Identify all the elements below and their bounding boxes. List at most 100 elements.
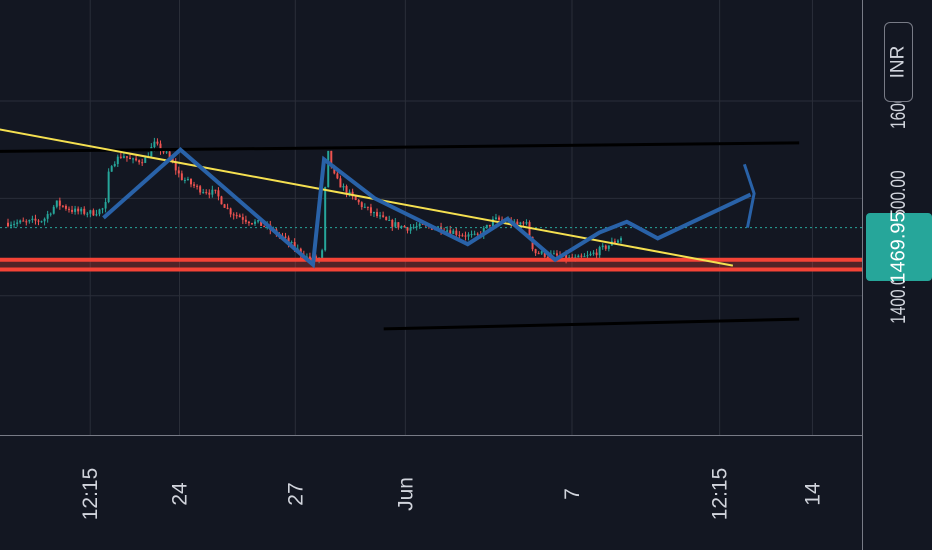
trendline	[0, 128, 734, 267]
candle-down	[336, 173, 339, 179]
candle-down	[397, 222, 400, 228]
candle-down	[223, 204, 226, 208]
drawings-layer	[0, 128, 862, 331]
candle-up	[470, 234, 473, 236]
candle-down	[177, 170, 180, 174]
candle-down	[260, 220, 263, 226]
candle-up	[400, 226, 403, 228]
candle-up	[592, 252, 595, 254]
candle-down	[458, 234, 461, 236]
candle-up	[10, 224, 13, 227]
candle-up	[52, 206, 55, 214]
candle-down	[534, 249, 537, 254]
candle-up	[467, 234, 470, 237]
candle-down	[406, 227, 409, 231]
candle-down	[135, 158, 138, 161]
candle-up	[132, 158, 135, 160]
time-tick-label: 7	[561, 488, 584, 500]
candle-down	[546, 256, 549, 258]
candle-down	[168, 151, 171, 158]
candle-up	[394, 222, 397, 227]
time-axis[interactable]: 12:15 24 27 Jun 7 12:15 14	[79, 468, 824, 521]
candle-up	[552, 253, 555, 255]
price-tick-label: 1400.00	[887, 268, 910, 324]
candle-up	[55, 200, 58, 207]
candle-up	[607, 245, 610, 249]
candle-down	[119, 156, 122, 158]
candle-up	[485, 224, 488, 229]
candle-up	[372, 212, 375, 214]
candle-down	[403, 226, 406, 228]
candle-down	[293, 242, 296, 249]
candle-up	[107, 171, 110, 203]
candle-up	[31, 218, 34, 221]
candle-down	[345, 186, 348, 195]
candle-up	[494, 217, 497, 219]
candle-down	[330, 150, 333, 166]
candle-down	[449, 230, 452, 234]
candle-up	[80, 208, 83, 212]
candle-down	[382, 215, 385, 217]
candle-down	[22, 220, 25, 222]
last-price-label: 1469.95	[866, 211, 932, 283]
candle-down	[37, 220, 40, 222]
candle-up	[122, 156, 125, 158]
candle-down	[67, 208, 70, 210]
support-zone	[0, 259, 862, 270]
time-tick-label: 24	[168, 482, 191, 506]
candle-down	[580, 255, 583, 257]
candle-down	[208, 192, 211, 195]
candle-down	[159, 143, 162, 151]
candle-down	[174, 162, 177, 171]
candle-down	[92, 210, 95, 216]
candle-down	[214, 189, 217, 191]
candle-up	[601, 245, 604, 248]
time-tick-label: 12:15	[709, 468, 732, 521]
candle-down	[284, 236, 287, 238]
candle-down	[247, 221, 250, 224]
candle-up	[540, 251, 543, 254]
price-tick-label: 1500.00	[887, 170, 910, 226]
candle-down	[156, 141, 159, 144]
candle-up	[28, 220, 31, 222]
candle-down	[354, 196, 357, 200]
candle-up	[616, 240, 619, 243]
time-tick-label: Jun	[394, 477, 417, 511]
candle-down	[125, 156, 128, 158]
candle-up	[104, 202, 107, 209]
candle-up	[412, 227, 415, 229]
candle-up	[144, 157, 147, 163]
candle-up	[49, 213, 52, 215]
candle-down	[555, 253, 558, 256]
candle-up	[183, 179, 186, 181]
candle-down	[357, 199, 360, 203]
candle-up	[165, 151, 168, 153]
candle-up	[89, 210, 92, 214]
candle-down	[250, 223, 253, 225]
candle-up	[379, 215, 382, 217]
candle-down	[315, 256, 318, 260]
candle-down	[217, 190, 220, 197]
candle-down	[369, 207, 372, 213]
candle-down	[339, 178, 342, 188]
candle-down	[244, 219, 247, 222]
candle-down	[77, 208, 80, 212]
projection-arrow-icon	[742, 163, 756, 228]
currency-badge[interactable]: INR	[884, 22, 913, 102]
candle-up	[153, 141, 156, 148]
candle-up	[363, 206, 366, 208]
candle-down	[189, 178, 192, 185]
candle-up	[589, 253, 592, 256]
candle-down	[64, 205, 67, 209]
candle-down	[162, 150, 165, 153]
candle-down	[193, 184, 196, 186]
candle-down	[83, 208, 86, 214]
candle-up	[186, 178, 189, 180]
candle-down	[537, 253, 540, 255]
channel-lower-line	[383, 317, 800, 331]
candle-up	[452, 230, 455, 234]
candle-up	[446, 230, 449, 232]
